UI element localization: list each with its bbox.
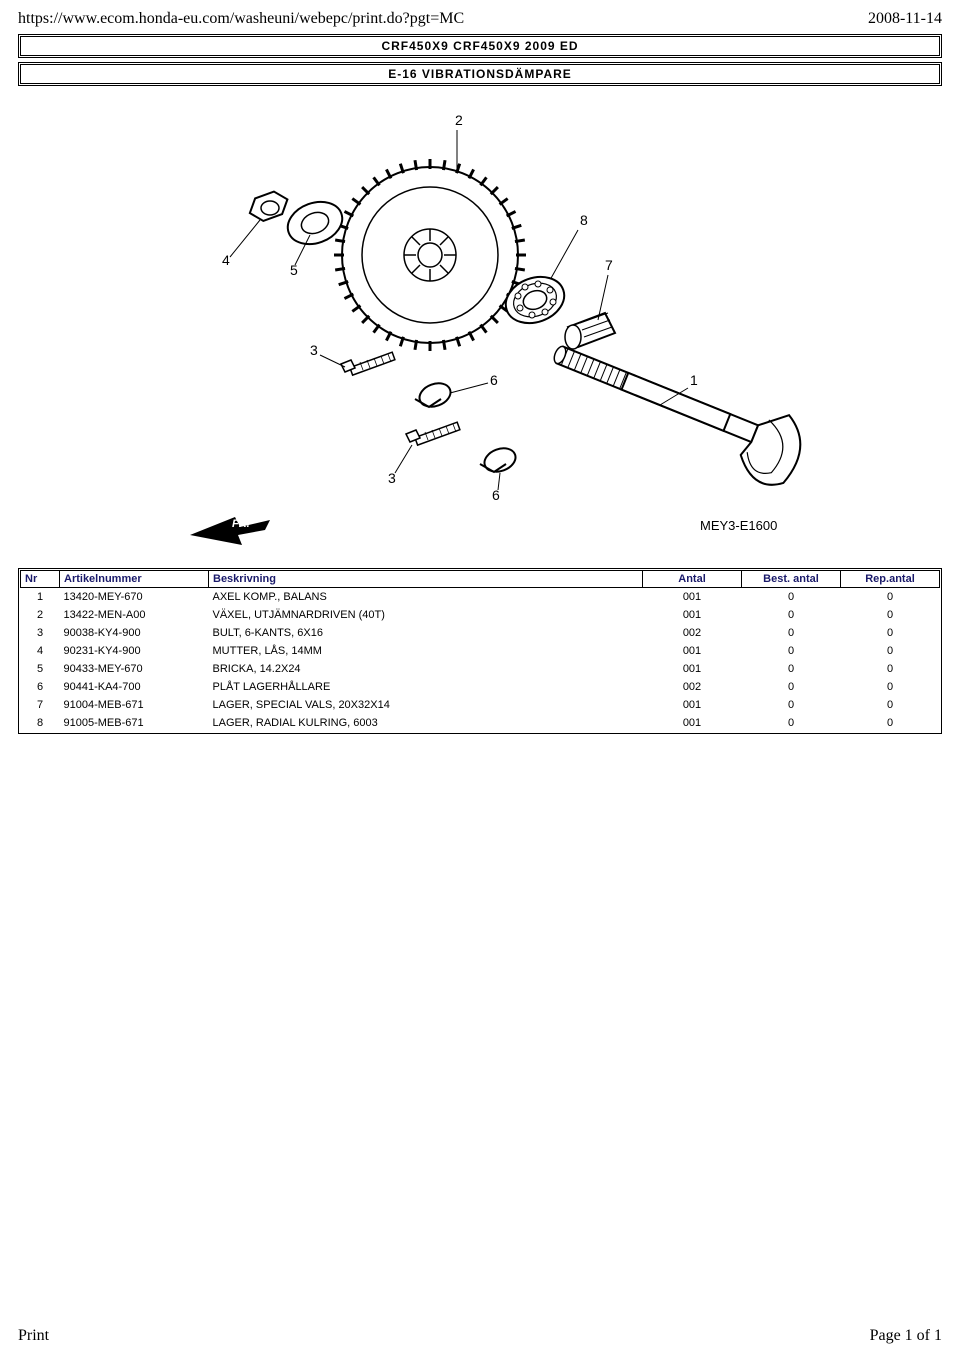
cell-antal: 002 (643, 624, 742, 642)
cell-nr: 7 (21, 696, 60, 714)
cell-rep-antal: 0 (841, 624, 940, 642)
cell-antal: 001 (643, 660, 742, 678)
table-row: 891005-MEB-671LAGER, RADIAL KULRING, 600… (21, 714, 940, 732)
cell-beskrivning: PLÅT LAGERHÅLLARE (209, 678, 643, 696)
svg-text:1: 1 (690, 372, 698, 388)
svg-text:MEY3-E1600: MEY3-E1600 (700, 518, 777, 533)
cell-nr: 3 (21, 624, 60, 642)
cell-artikelnummer: 91005-MEB-671 (60, 714, 209, 732)
parts-table: Nr Artikelnummer Beskrivning Antal Best.… (20, 570, 940, 732)
table-row: 791004-MEB-671LAGER, SPECIAL VALS, 20X32… (21, 696, 940, 714)
svg-text:4: 4 (222, 252, 230, 268)
footer-right: Page 1 of 1 (870, 1327, 942, 1345)
cell-antal: 001 (643, 642, 742, 660)
svg-text:6: 6 (490, 372, 498, 388)
cell-artikelnummer: 13422-MEN-A00 (60, 606, 209, 624)
col-header-artikelnummer: Artikelnummer (60, 571, 209, 588)
cell-artikelnummer: 90231-KY4-900 (60, 642, 209, 660)
cell-best-antal: 0 (742, 714, 841, 732)
cell-nr: 8 (21, 714, 60, 732)
table-row: 390038-KY4-900BULT, 6-KANTS, 6X1600200 (21, 624, 940, 642)
cell-antal: 002 (643, 678, 742, 696)
parts-table-container: Nr Artikelnummer Beskrivning Antal Best.… (18, 568, 942, 734)
cell-antal: 001 (643, 696, 742, 714)
cell-rep-antal: 0 (841, 714, 940, 732)
cell-nr: 5 (21, 660, 60, 678)
cell-nr: 1 (21, 588, 60, 607)
cell-best-antal: 0 (742, 696, 841, 714)
col-header-nr: Nr (21, 571, 60, 588)
cell-rep-antal: 0 (841, 642, 940, 660)
page-date: 2008-11-14 (868, 10, 942, 28)
cell-rep-antal: 0 (841, 696, 940, 714)
title-block-model: CRF450X9 CRF450X9 2009 ED (18, 34, 942, 58)
cell-nr: 2 (21, 606, 60, 624)
footer-left: Print (18, 1327, 49, 1345)
cell-beskrivning: VÄXEL, UTJÄMNARDRIVEN (40T) (209, 606, 643, 624)
model-title: CRF450X9 CRF450X9 2009 ED (20, 36, 940, 56)
svg-text:6: 6 (492, 487, 500, 503)
section-title: E-16 VIBRATIONSDÄMPARE (20, 64, 940, 84)
cell-artikelnummer: 13420-MEY-670 (60, 588, 209, 607)
cell-artikelnummer: 90038-KY4-900 (60, 624, 209, 642)
col-header-best-antal: Best. antal (742, 571, 841, 588)
col-header-antal: Antal (643, 571, 742, 588)
cell-beskrivning: BULT, 6-KANTS, 6X16 (209, 624, 643, 642)
cell-best-antal: 0 (742, 624, 841, 642)
cell-nr: 4 (21, 642, 60, 660)
page-footer: Print Page 1 of 1 (18, 1327, 942, 1345)
cell-rep-antal: 0 (841, 606, 940, 624)
cell-antal: 001 (643, 588, 742, 607)
cell-best-antal: 0 (742, 588, 841, 607)
cell-rep-antal: 0 (841, 588, 940, 607)
cell-best-antal: 0 (742, 660, 841, 678)
page-url: https://www.ecom.honda-eu.com/washeuni/w… (18, 10, 464, 28)
svg-text:7: 7 (605, 257, 613, 273)
cell-beskrivning: LAGER, RADIAL KULRING, 6003 (209, 714, 643, 732)
cell-best-antal: 0 (742, 606, 841, 624)
exploded-diagram: FR. 2 (18, 90, 942, 560)
cell-rep-antal: 0 (841, 660, 940, 678)
title-block-section: E-16 VIBRATIONSDÄMPARE (18, 62, 942, 86)
cell-rep-antal: 0 (841, 678, 940, 696)
svg-text:FR.: FR. (232, 518, 250, 530)
cell-best-antal: 0 (742, 678, 841, 696)
svg-text:3: 3 (310, 342, 318, 358)
cell-beskrivning: BRICKA, 14.2X24 (209, 660, 643, 678)
svg-text:2: 2 (455, 112, 463, 128)
table-row: 113420-MEY-670AXEL KOMP., BALANS00100 (21, 588, 940, 607)
table-row: 490231-KY4-900MUTTER, LÅS, 14MM00100 (21, 642, 940, 660)
page-header: https://www.ecom.honda-eu.com/washeuni/w… (18, 10, 942, 28)
cell-beskrivning: MUTTER, LÅS, 14MM (209, 642, 643, 660)
svg-text:5: 5 (290, 262, 298, 278)
table-row: 590433-MEY-670BRICKA, 14.2X2400100 (21, 660, 940, 678)
col-header-rep-antal: Rep.antal (841, 571, 940, 588)
cell-artikelnummer: 91004-MEB-671 (60, 696, 209, 714)
cell-nr: 6 (21, 678, 60, 696)
svg-text:8: 8 (580, 212, 588, 228)
cell-best-antal: 0 (742, 642, 841, 660)
cell-beskrivning: LAGER, SPECIAL VALS, 20X32X14 (209, 696, 643, 714)
table-row: 213422-MEN-A00VÄXEL, UTJÄMNARDRIVEN (40T… (21, 606, 940, 624)
cell-artikelnummer: 90433-MEY-670 (60, 660, 209, 678)
table-row: 690441-KA4-700PLÅT LAGERHÅLLARE00200 (21, 678, 940, 696)
col-header-beskrivning: Beskrivning (209, 571, 643, 588)
cell-artikelnummer: 90441-KA4-700 (60, 678, 209, 696)
cell-beskrivning: AXEL KOMP., BALANS (209, 588, 643, 607)
cell-antal: 001 (643, 714, 742, 732)
cell-antal: 001 (643, 606, 742, 624)
table-header-row: Nr Artikelnummer Beskrivning Antal Best.… (21, 571, 940, 588)
diagram-svg: FR. 2 (130, 95, 830, 555)
